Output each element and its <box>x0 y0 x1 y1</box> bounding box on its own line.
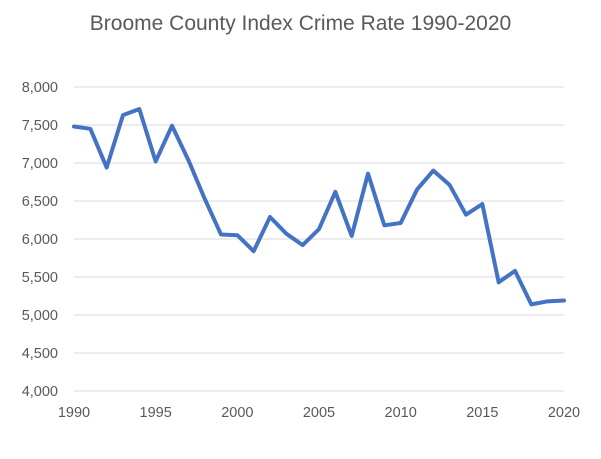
gridlines <box>74 86 564 354</box>
series-line <box>72 107 566 307</box>
y-tick-label: 4,500 <box>22 346 58 362</box>
data-point <box>399 221 403 225</box>
y-tick-label: 7,500 <box>22 118 58 134</box>
x-tick-label: 2005 <box>303 405 335 421</box>
data-point <box>301 243 305 247</box>
x-axis-tick-labels: 1990 1995 2000 2005 2010 2015 2020 <box>58 405 580 421</box>
data-point <box>431 169 435 173</box>
x-tick-label: 1990 <box>58 405 90 421</box>
x-tick-label: 2010 <box>385 405 417 421</box>
y-tick-label: 5,500 <box>22 270 58 286</box>
x-tick-label: 2020 <box>548 405 580 421</box>
data-point <box>415 188 419 192</box>
data-point <box>72 125 76 129</box>
y-tick-label: 6,000 <box>22 232 58 248</box>
data-point <box>529 302 533 306</box>
data-point <box>121 113 125 117</box>
data-point <box>284 232 288 236</box>
data-point <box>497 280 501 284</box>
y-tick-label: 6,500 <box>22 194 58 210</box>
y-tick-label: 4,000 <box>22 384 58 400</box>
data-point <box>382 223 386 227</box>
data-point <box>464 213 468 217</box>
x-tick-label: 1995 <box>140 405 172 421</box>
data-point <box>219 232 223 236</box>
data-point <box>366 172 370 176</box>
data-point <box>154 159 158 163</box>
data-point <box>333 190 337 194</box>
y-axis-tick-labels: 4,000 4,500 5,000 5,500 6,000 6,500 7,000 7,500… <box>22 80 58 400</box>
series-layer <box>72 107 566 307</box>
data-point <box>252 249 256 253</box>
y-tick-label: 5,000 <box>22 308 58 324</box>
x-tick-label: 2000 <box>221 405 253 421</box>
data-point <box>350 234 354 238</box>
data-point <box>448 183 452 187</box>
data-point <box>513 269 517 273</box>
chart-title: Broome County Index Crime Rate 1990-2020 <box>89 12 512 35</box>
y-tick-label: 7,000 <box>22 156 58 172</box>
data-point <box>137 107 141 111</box>
x-tick-label: 2015 <box>466 405 498 421</box>
data-point <box>268 215 272 219</box>
data-point <box>105 166 109 170</box>
data-point <box>170 124 174 128</box>
data-point <box>562 299 566 303</box>
data-point <box>88 127 92 131</box>
data-point <box>235 233 239 237</box>
data-point <box>317 227 321 231</box>
y-tick-label: 8,000 <box>22 80 58 96</box>
data-point <box>203 197 207 201</box>
data-point <box>480 202 484 206</box>
data-point <box>186 158 190 162</box>
data-point <box>546 299 550 303</box>
